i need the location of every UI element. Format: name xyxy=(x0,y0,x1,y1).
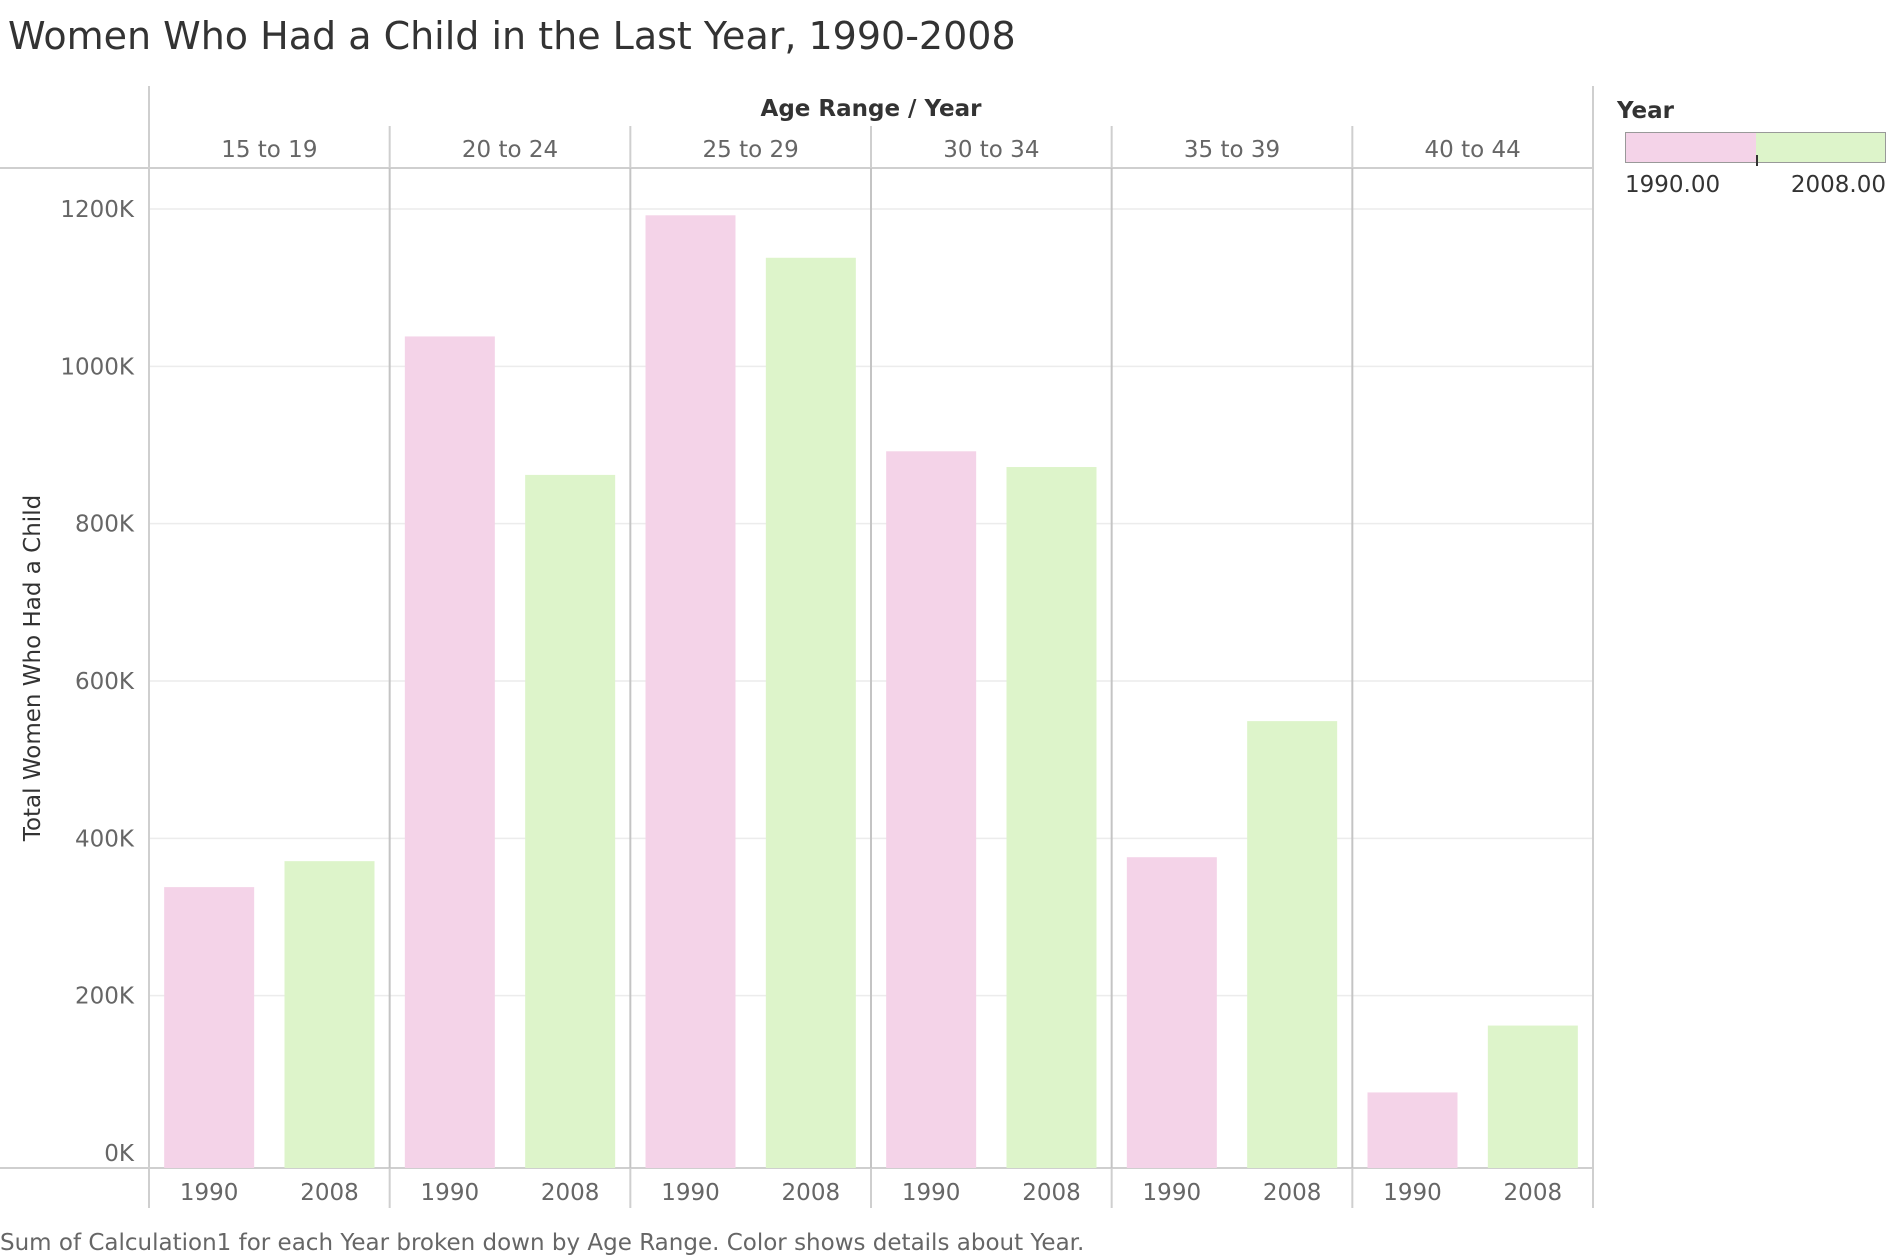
bar-15-to-19-2008 xyxy=(284,861,375,1168)
legend-title: Year xyxy=(1617,98,1675,124)
x-tick-label: 1990 xyxy=(180,1180,239,1206)
legend-color-bar[interactable] xyxy=(1625,132,1886,163)
bar-40-to-44-2008 xyxy=(1487,1025,1578,1168)
bar-30-to-34-2008 xyxy=(1006,467,1097,1168)
x-tick-label: 2008 xyxy=(782,1180,841,1206)
chart-caption: Sum of Calculation1 for each Year broken… xyxy=(0,1230,1085,1256)
group-label: 35 to 39 xyxy=(1184,137,1280,163)
bar-20-to-24-2008 xyxy=(525,474,616,1169)
bar-25-to-29-1990 xyxy=(645,215,736,1168)
group-label: 15 to 19 xyxy=(221,137,317,163)
bar-30-to-34-1990 xyxy=(886,451,977,1168)
legend-max-label: 2008.00 xyxy=(1790,172,1886,198)
x-tick-label: 1990 xyxy=(1143,1180,1202,1206)
x-tick-label: 1990 xyxy=(902,1180,961,1206)
y-tick-label: 1200K xyxy=(60,197,135,223)
x-tick-label: 2008 xyxy=(541,1180,600,1206)
x-tick-label: 1990 xyxy=(1383,1180,1442,1206)
x-tick-label: 2008 xyxy=(1263,1180,1322,1206)
y-tick-label: 200K xyxy=(75,984,135,1010)
bar-35-to-39-2008 xyxy=(1247,721,1338,1168)
y-tick-label: 0K xyxy=(104,1141,135,1167)
legend-min-label: 1990.00 xyxy=(1625,172,1721,198)
legend-swatch-2008 xyxy=(1755,133,1885,162)
chart-title: Women Who Had a Child in the Last Year, … xyxy=(8,14,1016,58)
header-label: Age Range / Year xyxy=(761,96,983,122)
group-label: 40 to 44 xyxy=(1425,137,1521,163)
bar-40-to-44-1990 xyxy=(1367,1092,1458,1168)
legend-swatch-1990 xyxy=(1626,133,1756,162)
bar-15-to-19-1990 xyxy=(164,887,255,1168)
group-label: 20 to 24 xyxy=(462,137,558,163)
bar-35-to-39-1990 xyxy=(1126,857,1217,1168)
group-label: 30 to 34 xyxy=(943,137,1039,163)
legend-tick xyxy=(1756,155,1758,166)
bar-20-to-24-1990 xyxy=(404,336,495,1168)
x-tick-label: 2008 xyxy=(1022,1180,1081,1206)
y-tick-label: 400K xyxy=(75,826,135,852)
x-tick-label: 2008 xyxy=(300,1180,359,1206)
y-axis-title: Total Women Who Had a Child xyxy=(20,495,46,842)
group-label: 25 to 29 xyxy=(703,137,799,163)
y-tick-label: 800K xyxy=(75,512,135,538)
y-tick-label: 1000K xyxy=(60,354,135,380)
bar-25-to-29-2008 xyxy=(765,257,856,1169)
x-tick-label: 2008 xyxy=(1504,1180,1563,1206)
x-tick-label: 1990 xyxy=(421,1180,480,1206)
x-tick-label: 1990 xyxy=(661,1180,720,1206)
y-tick-label: 600K xyxy=(75,669,135,695)
